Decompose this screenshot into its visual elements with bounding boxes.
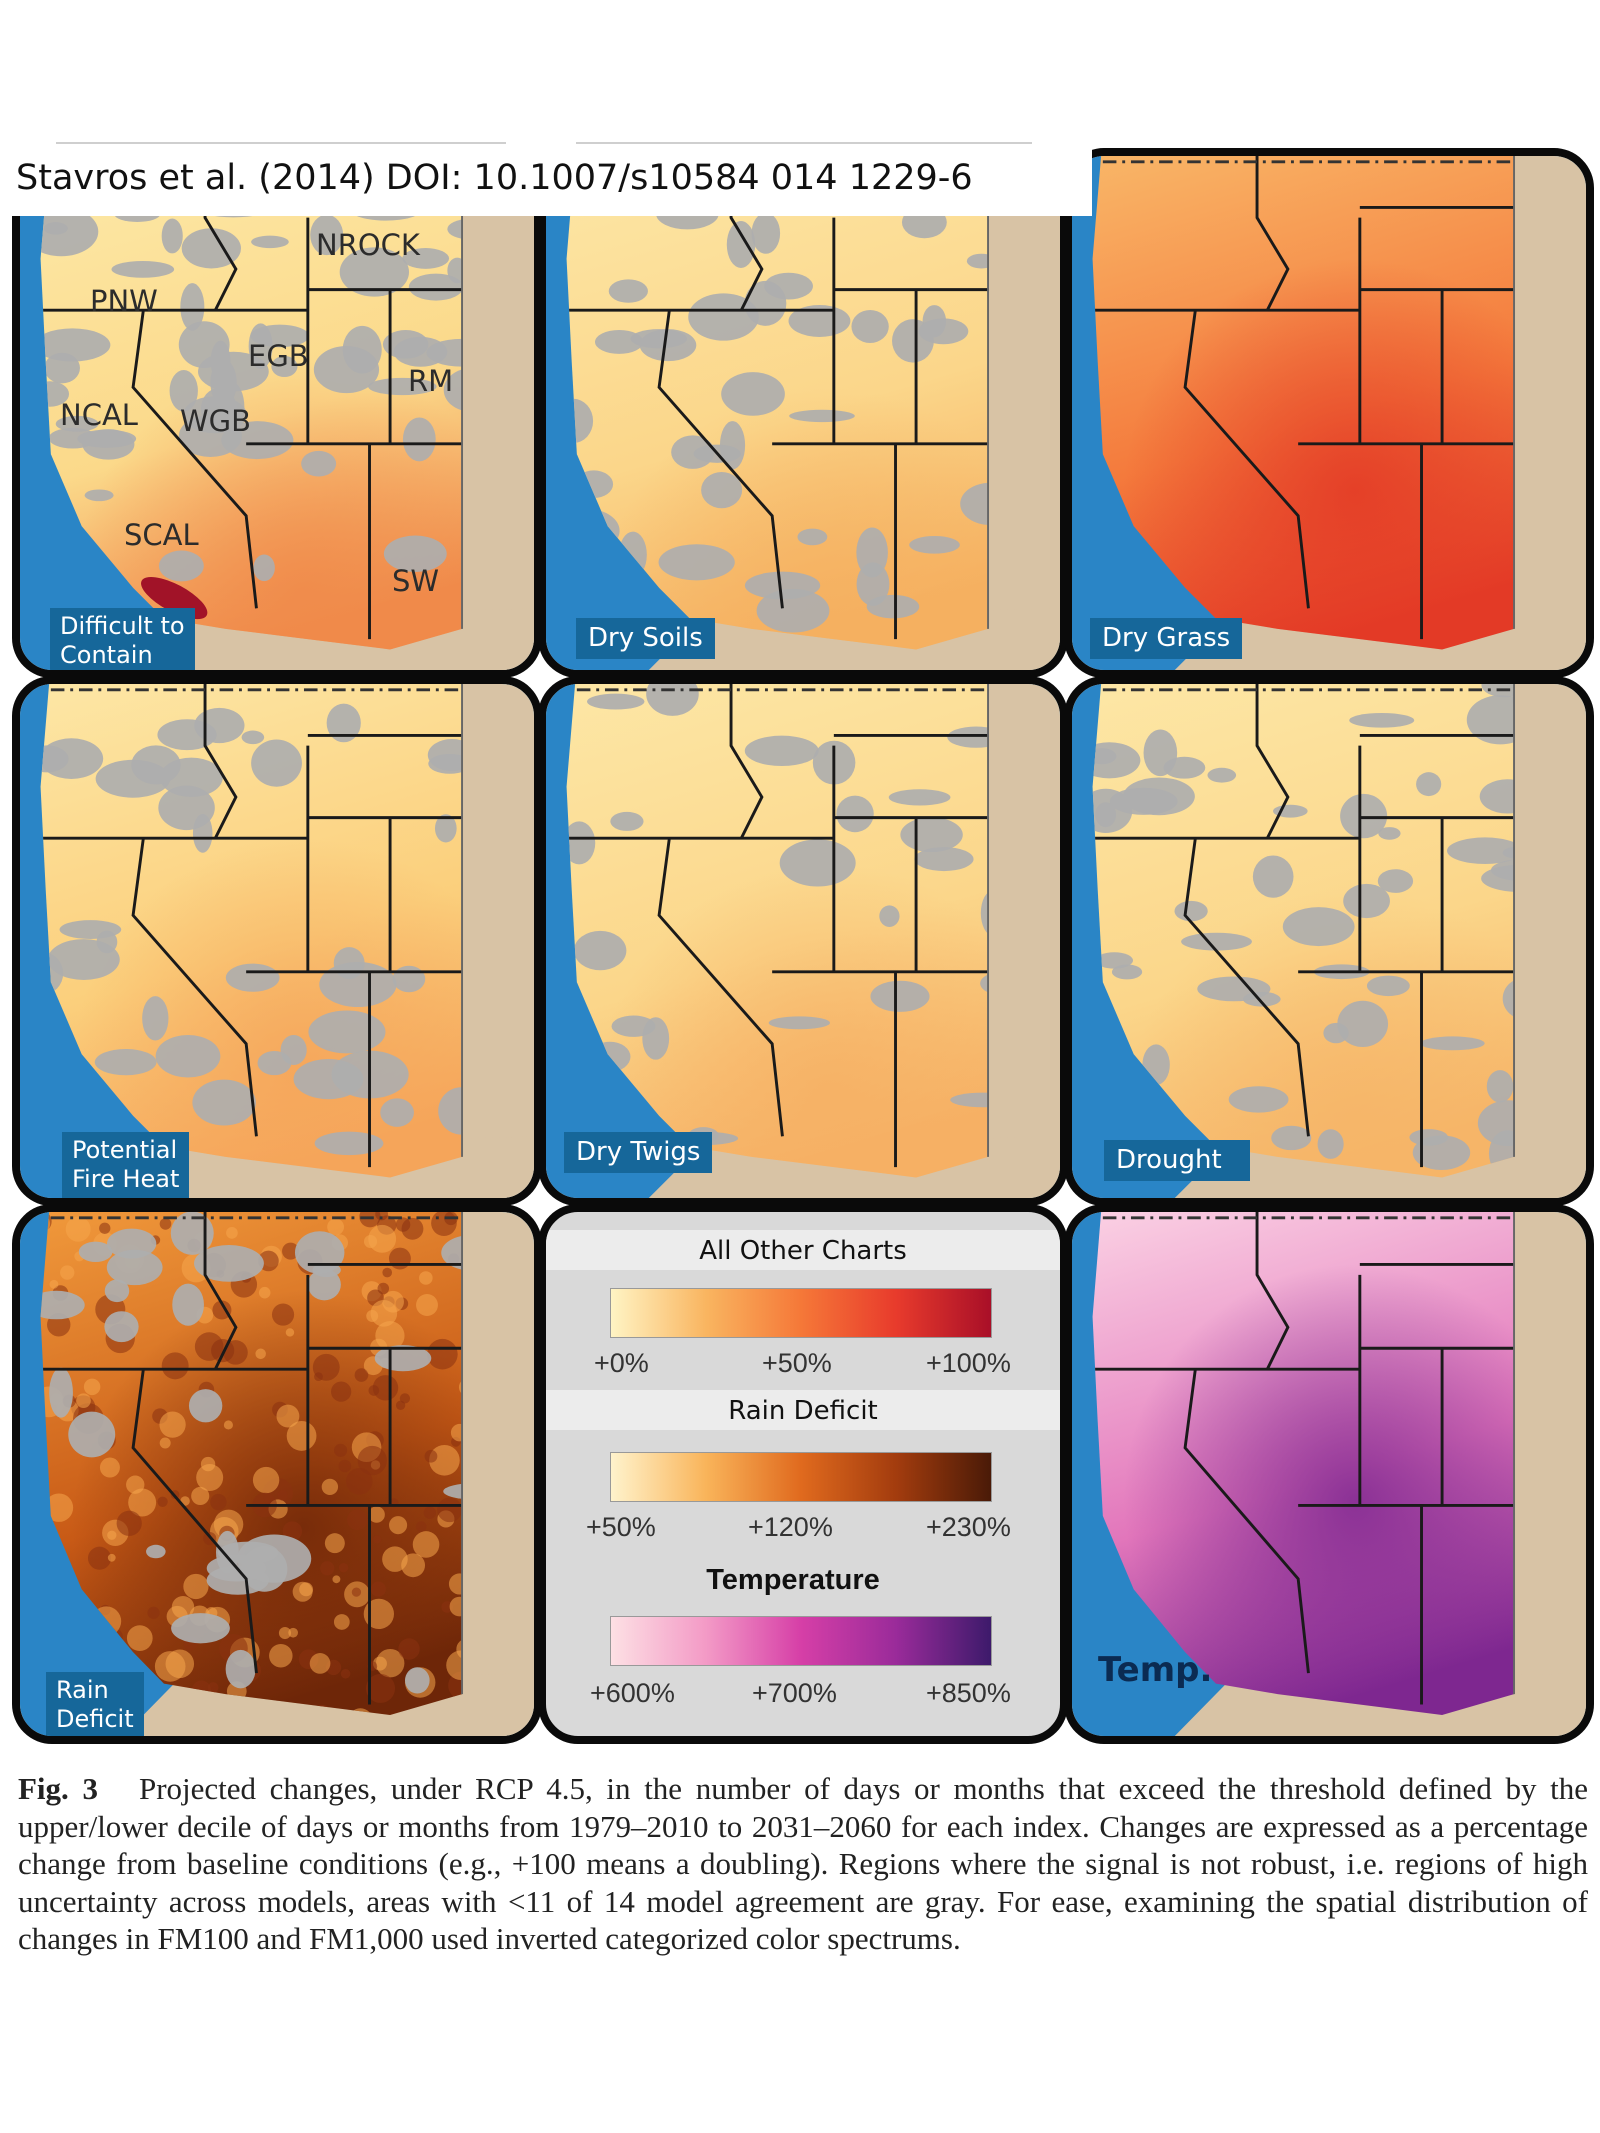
legend-title-rain-deficit: Rain Deficit [728, 1396, 878, 1426]
panel-label-dry-twigs: Dry Twigs [564, 1132, 713, 1173]
map-panel-dry-twigs: Dry Twigs [538, 676, 1068, 1206]
panel-label-temp: Temp. [1098, 1650, 1213, 1690]
map-fireheat [20, 684, 534, 1198]
legend-bar-rain-deficit [610, 1452, 992, 1502]
map-panel-temperature: Temp. [1064, 1204, 1594, 1744]
region-label-wgb: WGB [180, 404, 252, 438]
map-rain [20, 1212, 534, 1736]
map-difficult [20, 156, 534, 670]
legend-bar-all-other [610, 1288, 992, 1338]
region-label-scal: SCAL [124, 518, 199, 552]
caption-text: Projected changes, under RCP 4.5, in the… [18, 1771, 1589, 1956]
legend-tick-0: +0% [594, 1348, 649, 1378]
map-drygrass [1072, 156, 1586, 670]
map-temp [1072, 1212, 1586, 1736]
panel-label-dry-soils: Dry Soils [576, 618, 715, 659]
panel-label-fire-heat: Potential Fire Heat [62, 1132, 190, 1198]
legend-title-temperature: Temperature [706, 1564, 880, 1596]
legend-tick-850: +850% [926, 1678, 1011, 1708]
map-drysoils [546, 156, 1060, 670]
figure-caption: Fig. 3 Projected changes, under RCP 4.5,… [18, 1770, 1588, 1958]
map-drought [1072, 684, 1586, 1198]
legend-tick-50: +50% [762, 1348, 832, 1378]
legend-tick-rain-50: +50% [586, 1512, 656, 1542]
map-panel-drought: Drought [1064, 676, 1594, 1206]
legend-panel: All Other Charts +0% +50% +100% Rain Def… [538, 1204, 1068, 1744]
map-panel-difficult-to-contain: NROCK PNW EGB RM NCAL WGB SCAL SW Diffic… [12, 148, 542, 678]
region-label-egb: EGB [248, 339, 309, 373]
legend-tick-rain-230: +230% [926, 1512, 1011, 1542]
legend-tick-rain-120: +120% [748, 1512, 833, 1542]
source-rule-left [56, 142, 506, 144]
legend-bar-temperature [610, 1616, 992, 1666]
legend-tick-100: +100% [926, 1348, 1011, 1378]
panel-label-drought: Drought [1104, 1140, 1250, 1181]
source-rule-right [576, 142, 1032, 144]
map-panel-dry-soils: Dry Soils [538, 148, 1068, 678]
region-label-rm: RM [408, 364, 454, 398]
region-label-ncal: NCAL [60, 398, 138, 432]
legend-title-all-other: All Other Charts [699, 1236, 907, 1266]
map-panel-rain-deficit: Rain Deficit [12, 1204, 542, 1744]
source-band [0, 148, 1092, 216]
region-label-nrock: NROCK [316, 228, 420, 262]
caption-lead: Fig. 3 [18, 1771, 98, 1806]
map-panel-potential-fire-heat: Potential Fire Heat [12, 676, 542, 1206]
panel-label-dry-grass: Dry Grass [1090, 618, 1243, 659]
map-drytwigs [546, 684, 1060, 1198]
panel-label-rain-deficit: Rain Deficit [46, 1672, 144, 1736]
map-panel-dry-grass: Dry Grass [1064, 148, 1594, 678]
legend-tick-600: +600% [590, 1678, 675, 1708]
source-citation: Stavros et al. (2014) DOI: 10.1007/s1058… [16, 158, 973, 198]
legend-tick-700: +700% [752, 1678, 837, 1708]
panel-label-difficult: Difficult to Contain [50, 608, 195, 670]
region-label-sw: SW [392, 564, 440, 598]
region-label-pnw: PNW [90, 284, 158, 318]
